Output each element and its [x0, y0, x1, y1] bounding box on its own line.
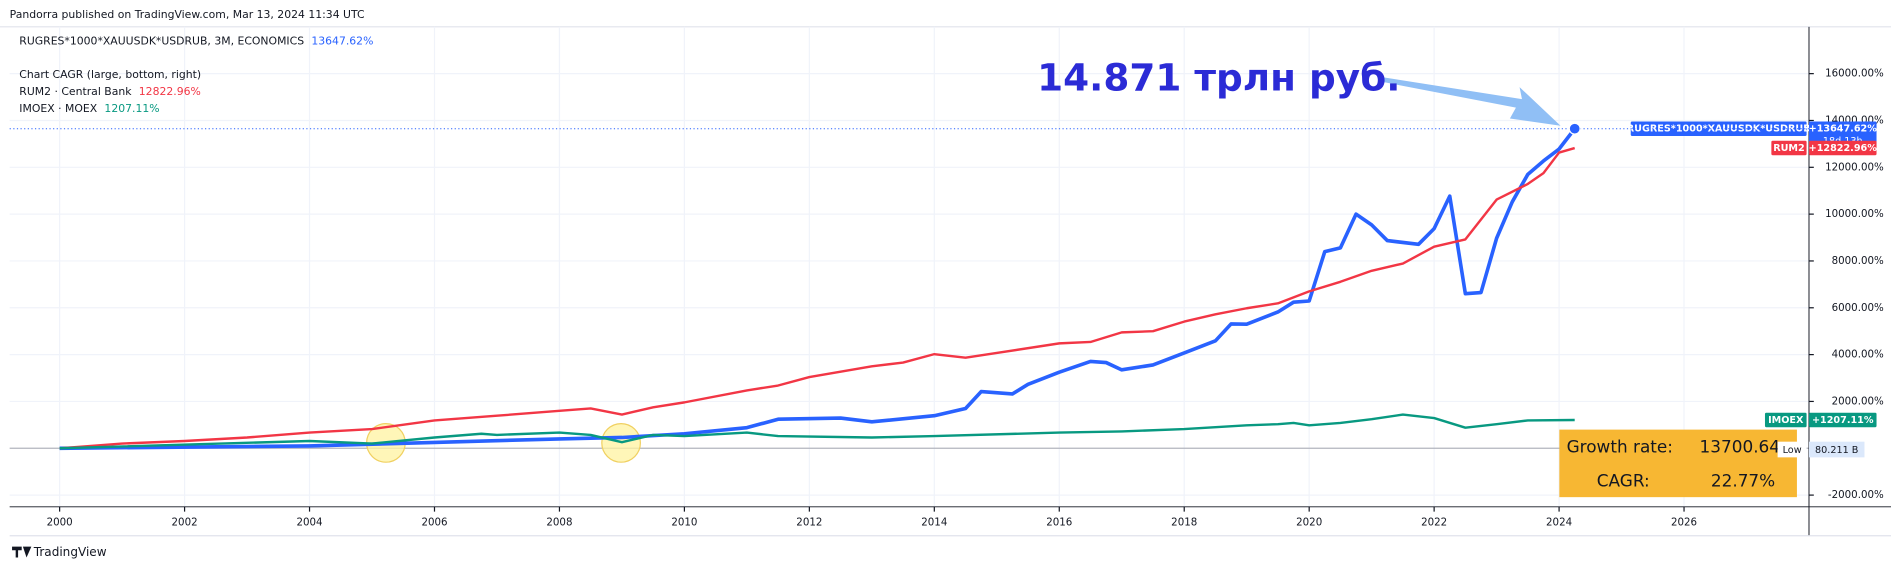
x-tick-label: 2022	[1421, 516, 1447, 528]
y-tick-label: 6000.00%	[1832, 302, 1884, 314]
y-tick-label: 16000.00%	[1825, 68, 1884, 80]
axis-value: +13647.62%	[1809, 124, 1878, 135]
indicator-legend: Chart CAGR (large, bottom, right)	[19, 68, 201, 81]
axis-name: IMOEX	[1768, 415, 1804, 426]
low-label: Low	[1783, 445, 1802, 456]
y-tick-label: 2000.00%	[1832, 395, 1884, 407]
y-tick-label: -2000.00%	[1828, 489, 1884, 501]
y-tick-label: 4000.00%	[1832, 349, 1884, 361]
tradingview-logo	[12, 546, 32, 558]
axis-name-box	[1630, 121, 1807, 136]
annotation: 14.871 трлн руб.	[1037, 55, 1400, 99]
axis-name-box	[1771, 140, 1807, 156]
annotation-arrow	[1384, 77, 1561, 126]
series-line	[59, 146, 1576, 450]
x-tick-label: 2014	[921, 516, 947, 528]
legend-name: IMOEX · MOEX	[19, 102, 97, 115]
axis-name: RUGRES*1000*XAUUSDK*USDRUB	[1627, 124, 1811, 135]
x-tick-label: 2024	[1546, 516, 1572, 528]
low-value-box	[1808, 441, 1865, 458]
low-value: 80.211 B	[1815, 445, 1858, 456]
axis-value-box	[1808, 140, 1877, 156]
series-line	[59, 127, 1577, 451]
axis-name-box	[1764, 412, 1807, 428]
axis-value-box	[1808, 412, 1877, 428]
x-tick-label: 2020	[1296, 516, 1322, 528]
series-line	[59, 413, 1575, 450]
x-tick-label: 2004	[296, 516, 322, 528]
growth-rate: 13700.64	[1700, 437, 1781, 457]
last-point	[1568, 122, 1581, 135]
grid	[9, 26, 1809, 507]
legend-name: RUGRES*1000*XAUUSDK*USDRUB, 3M, ECONOMIC…	[19, 34, 304, 47]
legend-value: 13647.62%	[311, 34, 373, 47]
y-tick-label: 12000.00%	[1825, 161, 1884, 173]
cagr-label: CAGR:	[1597, 470, 1650, 490]
low-label-box	[1777, 441, 1807, 458]
growth-rate-label: Growth rate:	[1567, 437, 1673, 457]
axis-value: +12822.96%	[1809, 143, 1878, 154]
y-tick-label: 8000.00%	[1832, 255, 1884, 267]
axis-name: RUM2	[1773, 143, 1805, 154]
footer-brand: TradingView	[33, 545, 107, 559]
publish-header: Pandorra published on TradingView.com, M…	[10, 8, 365, 21]
x-tick-label: 2008	[546, 516, 572, 528]
x-tick-label: 2006	[421, 516, 447, 528]
x-tick-label: 2026	[1671, 516, 1697, 528]
x-tick-label: 2002	[172, 516, 198, 528]
y-tick-label: 10000.00%	[1825, 208, 1884, 220]
legend-value: 12822.96%	[139, 85, 201, 98]
lines	[59, 127, 1577, 451]
growth-box	[1559, 429, 1797, 498]
x-tick-label: 2012	[796, 516, 822, 528]
legend-name: RUM2 · Central Bank	[19, 85, 132, 98]
cagr: 22.77%	[1711, 470, 1775, 490]
x-tick-label: 2000	[47, 516, 73, 528]
legend-value: 1207.11%	[104, 102, 159, 115]
x-tick-label: 2010	[671, 516, 697, 528]
x-tick-label: 2018	[1171, 516, 1197, 528]
x-tick-label: 2016	[1046, 516, 1072, 528]
axis-value: +1207.11%	[1812, 415, 1874, 426]
